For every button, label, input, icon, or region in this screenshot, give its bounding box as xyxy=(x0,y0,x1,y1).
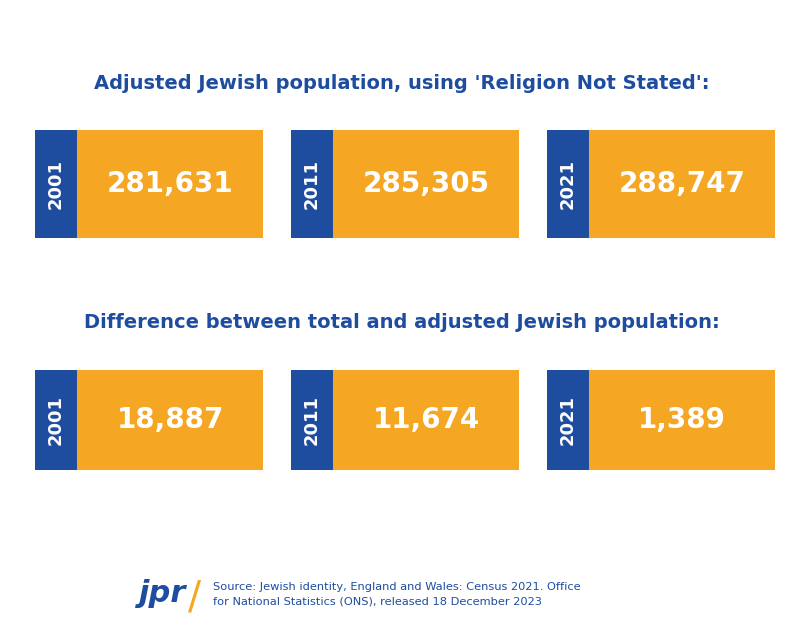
Text: Difference between total and adjusted Jewish population:: Difference between total and adjusted Je… xyxy=(85,312,720,332)
Bar xyxy=(547,370,775,470)
Text: /: / xyxy=(188,578,201,616)
Bar xyxy=(35,130,77,238)
Text: jpr: jpr xyxy=(139,580,187,609)
Bar xyxy=(35,370,263,470)
Text: 11,674: 11,674 xyxy=(373,406,480,434)
Text: 2011: 2011 xyxy=(303,395,321,445)
Text: Source: Jewish identity, England and Wales: Census 2021. Office
for National Sta: Source: Jewish identity, England and Wal… xyxy=(213,582,580,606)
Text: 18,887: 18,887 xyxy=(117,406,224,434)
Text: 288,747: 288,747 xyxy=(619,170,745,198)
Bar xyxy=(547,370,589,470)
Text: 2001: 2001 xyxy=(47,159,65,209)
Bar xyxy=(291,370,333,470)
Text: Adjusted Jewish population, using 'Religion Not Stated':: Adjusted Jewish population, using 'Relig… xyxy=(94,73,710,93)
Text: 2001: 2001 xyxy=(47,395,65,445)
Bar xyxy=(291,130,519,238)
Bar xyxy=(35,370,77,470)
Text: 2021: 2021 xyxy=(559,395,577,445)
Bar xyxy=(35,130,263,238)
Bar xyxy=(291,130,333,238)
Text: 1,389: 1,389 xyxy=(638,406,726,434)
Bar xyxy=(547,130,775,238)
Text: 285,305: 285,305 xyxy=(362,170,489,198)
Bar xyxy=(547,130,589,238)
Text: 2021: 2021 xyxy=(559,159,577,209)
Text: 281,631: 281,631 xyxy=(107,170,233,198)
Text: 2011: 2011 xyxy=(303,159,321,209)
Bar xyxy=(291,370,519,470)
